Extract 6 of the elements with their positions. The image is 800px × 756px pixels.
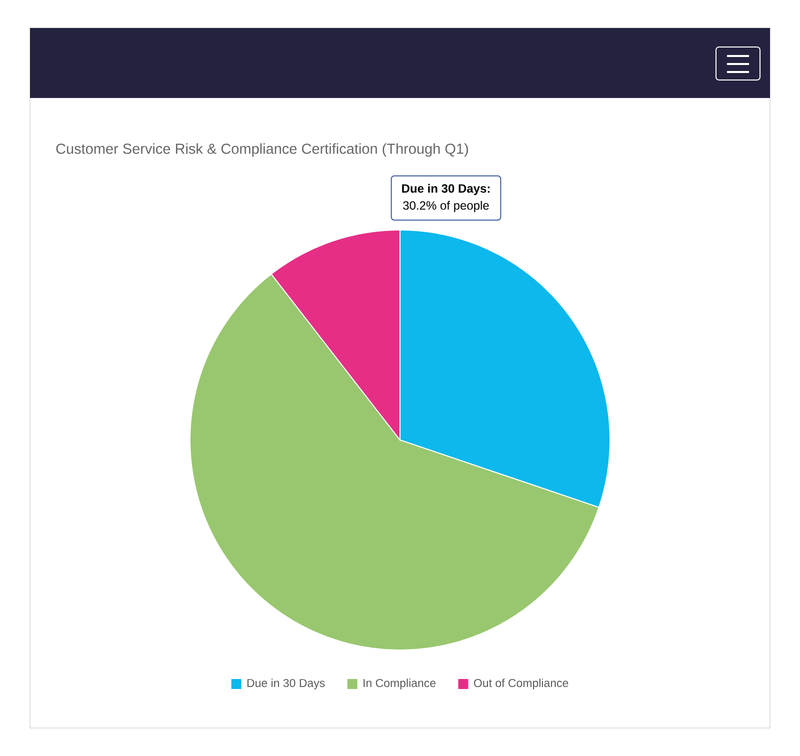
- legend-label: Due in 30 Days: [247, 678, 325, 690]
- text: Due in 30 Days:: [402, 184, 490, 196]
- text: 30.2% of people: [403, 200, 489, 212]
- legend-label: Out of Compliance: [474, 678, 568, 690]
- chart-title: Customer Service Risk & Compliance Certification (Through Q1): [56, 143, 468, 157]
- legend-label: In Compliance: [364, 678, 436, 690]
